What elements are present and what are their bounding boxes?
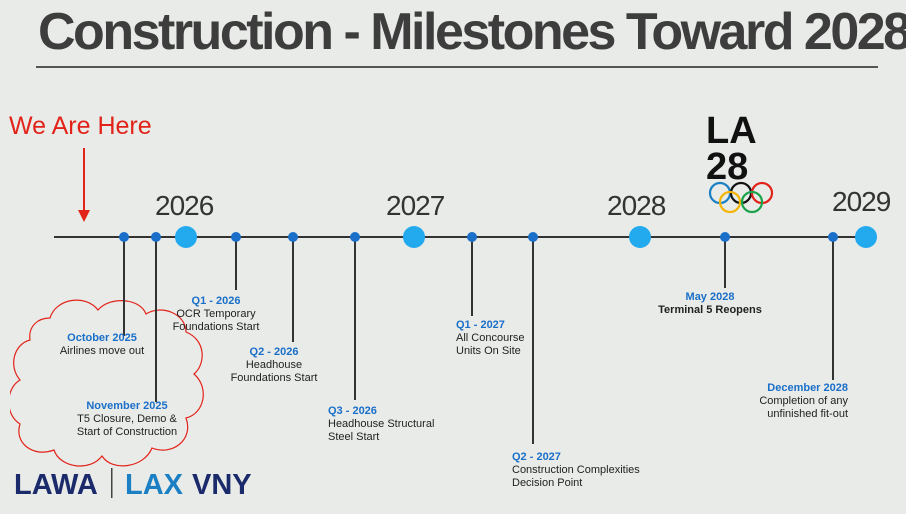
milestone-date: Q1 - 2026 [191,295,241,307]
milestone-desc: Decision Point [512,477,583,489]
milestone-connector [155,238,157,402]
year-marker-2027 [403,226,425,248]
milestone-dot-nov-2025 [151,232,161,242]
milestone-connector [235,238,237,290]
milestone-date: Q2 - 2026 [249,346,299,358]
milestone-label-q3-2026: Q3 - 2026 Headhouse Structural Steel Sta… [328,405,434,444]
agency-logos: LAWA LAX VNY [14,468,252,501]
down-arrow-icon [78,148,90,222]
milestone-date: Q3 - 2026 [328,405,377,417]
milestone-desc: Construction Complexities [512,464,640,476]
milestone-dot-q2-2027 [528,232,538,242]
milestone-label-oct-2025: October 2025 Airlines move out [42,332,162,358]
milestone-date: Q1 - 2027 [456,319,505,331]
vny-logo: VNY [192,469,252,501]
milestone-label-q1-2026: Q1 - 2026 OCR Temporary Foundations Star… [150,295,282,334]
milestone-desc: Start of Construction [76,426,178,438]
page-title: Construction - Milestones Toward 2028 [38,3,906,61]
milestone-connector [532,238,534,444]
milestone-label-may-2028: May 2028 Terminal 5 Reopens [620,291,800,317]
we-are-here-label: We Are Here [9,112,152,140]
milestone-date: May 2028 [685,291,735,303]
milestone-date: Q2 - 2027 [512,451,561,463]
milestone-connector [832,238,834,380]
year-marker-2028 [629,226,651,248]
milestone-dot-oct-2025 [119,232,129,242]
milestone-label-q1-2027: Q1 - 2027 All Concourse Units On Site [456,319,524,358]
highlight-cloud [10,299,204,467]
milestone-date: November 2025 [86,400,168,412]
milestone-connector [123,238,125,336]
milestone-dot-q2-2026 [288,232,298,242]
milestone-label-q2-2027: Q2 - 2027 Construction Complexities Deci… [512,451,640,490]
milestone-dot-dec-2028 [828,232,838,242]
title-underline [36,66,878,68]
year-label-2028: 2028 [607,190,666,221]
milestone-desc: unfinished fit-out [767,408,848,420]
year-label-2029: 2029 [832,186,891,217]
milestone-desc: Foundations Start [172,321,260,333]
milestone-desc: Airlines move out [59,345,145,357]
milestone-desc: OCR Temporary [176,308,256,320]
milestone-desc: Units On Site [456,345,521,357]
milestone-dot-q1-2026 [231,232,241,242]
lax-logo: LAX [125,469,184,501]
year-marker-2029 [855,226,877,248]
milestone-label-nov-2025: November 2025 T5 Closure, Demo & Start o… [52,400,202,439]
milestone-desc: T5 Closure, Demo & [77,413,177,425]
milestone-connector [292,238,294,342]
milestone-date: December 2028 [767,382,848,394]
la28-olympics-logo: LA 28 [706,110,774,214]
milestone-desc: Completion of any [759,395,848,407]
milestone-desc: All Concourse [456,332,525,344]
year-label-2027: 2027 [386,190,445,221]
milestone-dot-q1-2027 [467,232,477,242]
year-marker-2026 [175,226,197,248]
milestone-desc: Foundations Start [230,372,318,384]
milestone-dot-may-2028 [720,232,730,242]
milestone-connector [724,238,726,288]
milestone-desc: Terminal 5 Reopens [658,304,762,316]
logo-divider [111,468,113,498]
timeline-axis [54,236,870,238]
la28-bottom: 28 [706,146,748,188]
milestone-label-q2-2026: Q2 - 2026 Headhouse Foundations Start [212,346,336,385]
milestone-desc: Steel Start [328,431,380,443]
milestone-desc: Headhouse [245,359,303,371]
milestone-label-dec-2028: December 2028 Completion of any unfinish… [726,382,848,421]
milestone-connector [471,238,473,316]
milestone-desc: Headhouse Structural [328,418,435,430]
milestone-dot-q3-2026 [350,232,360,242]
lawa-logo: LAWA [14,469,98,501]
year-label-2026: 2026 [155,190,214,221]
milestone-date: October 2025 [67,332,137,344]
la28-top: LA [706,110,757,152]
milestone-connector [354,238,356,400]
